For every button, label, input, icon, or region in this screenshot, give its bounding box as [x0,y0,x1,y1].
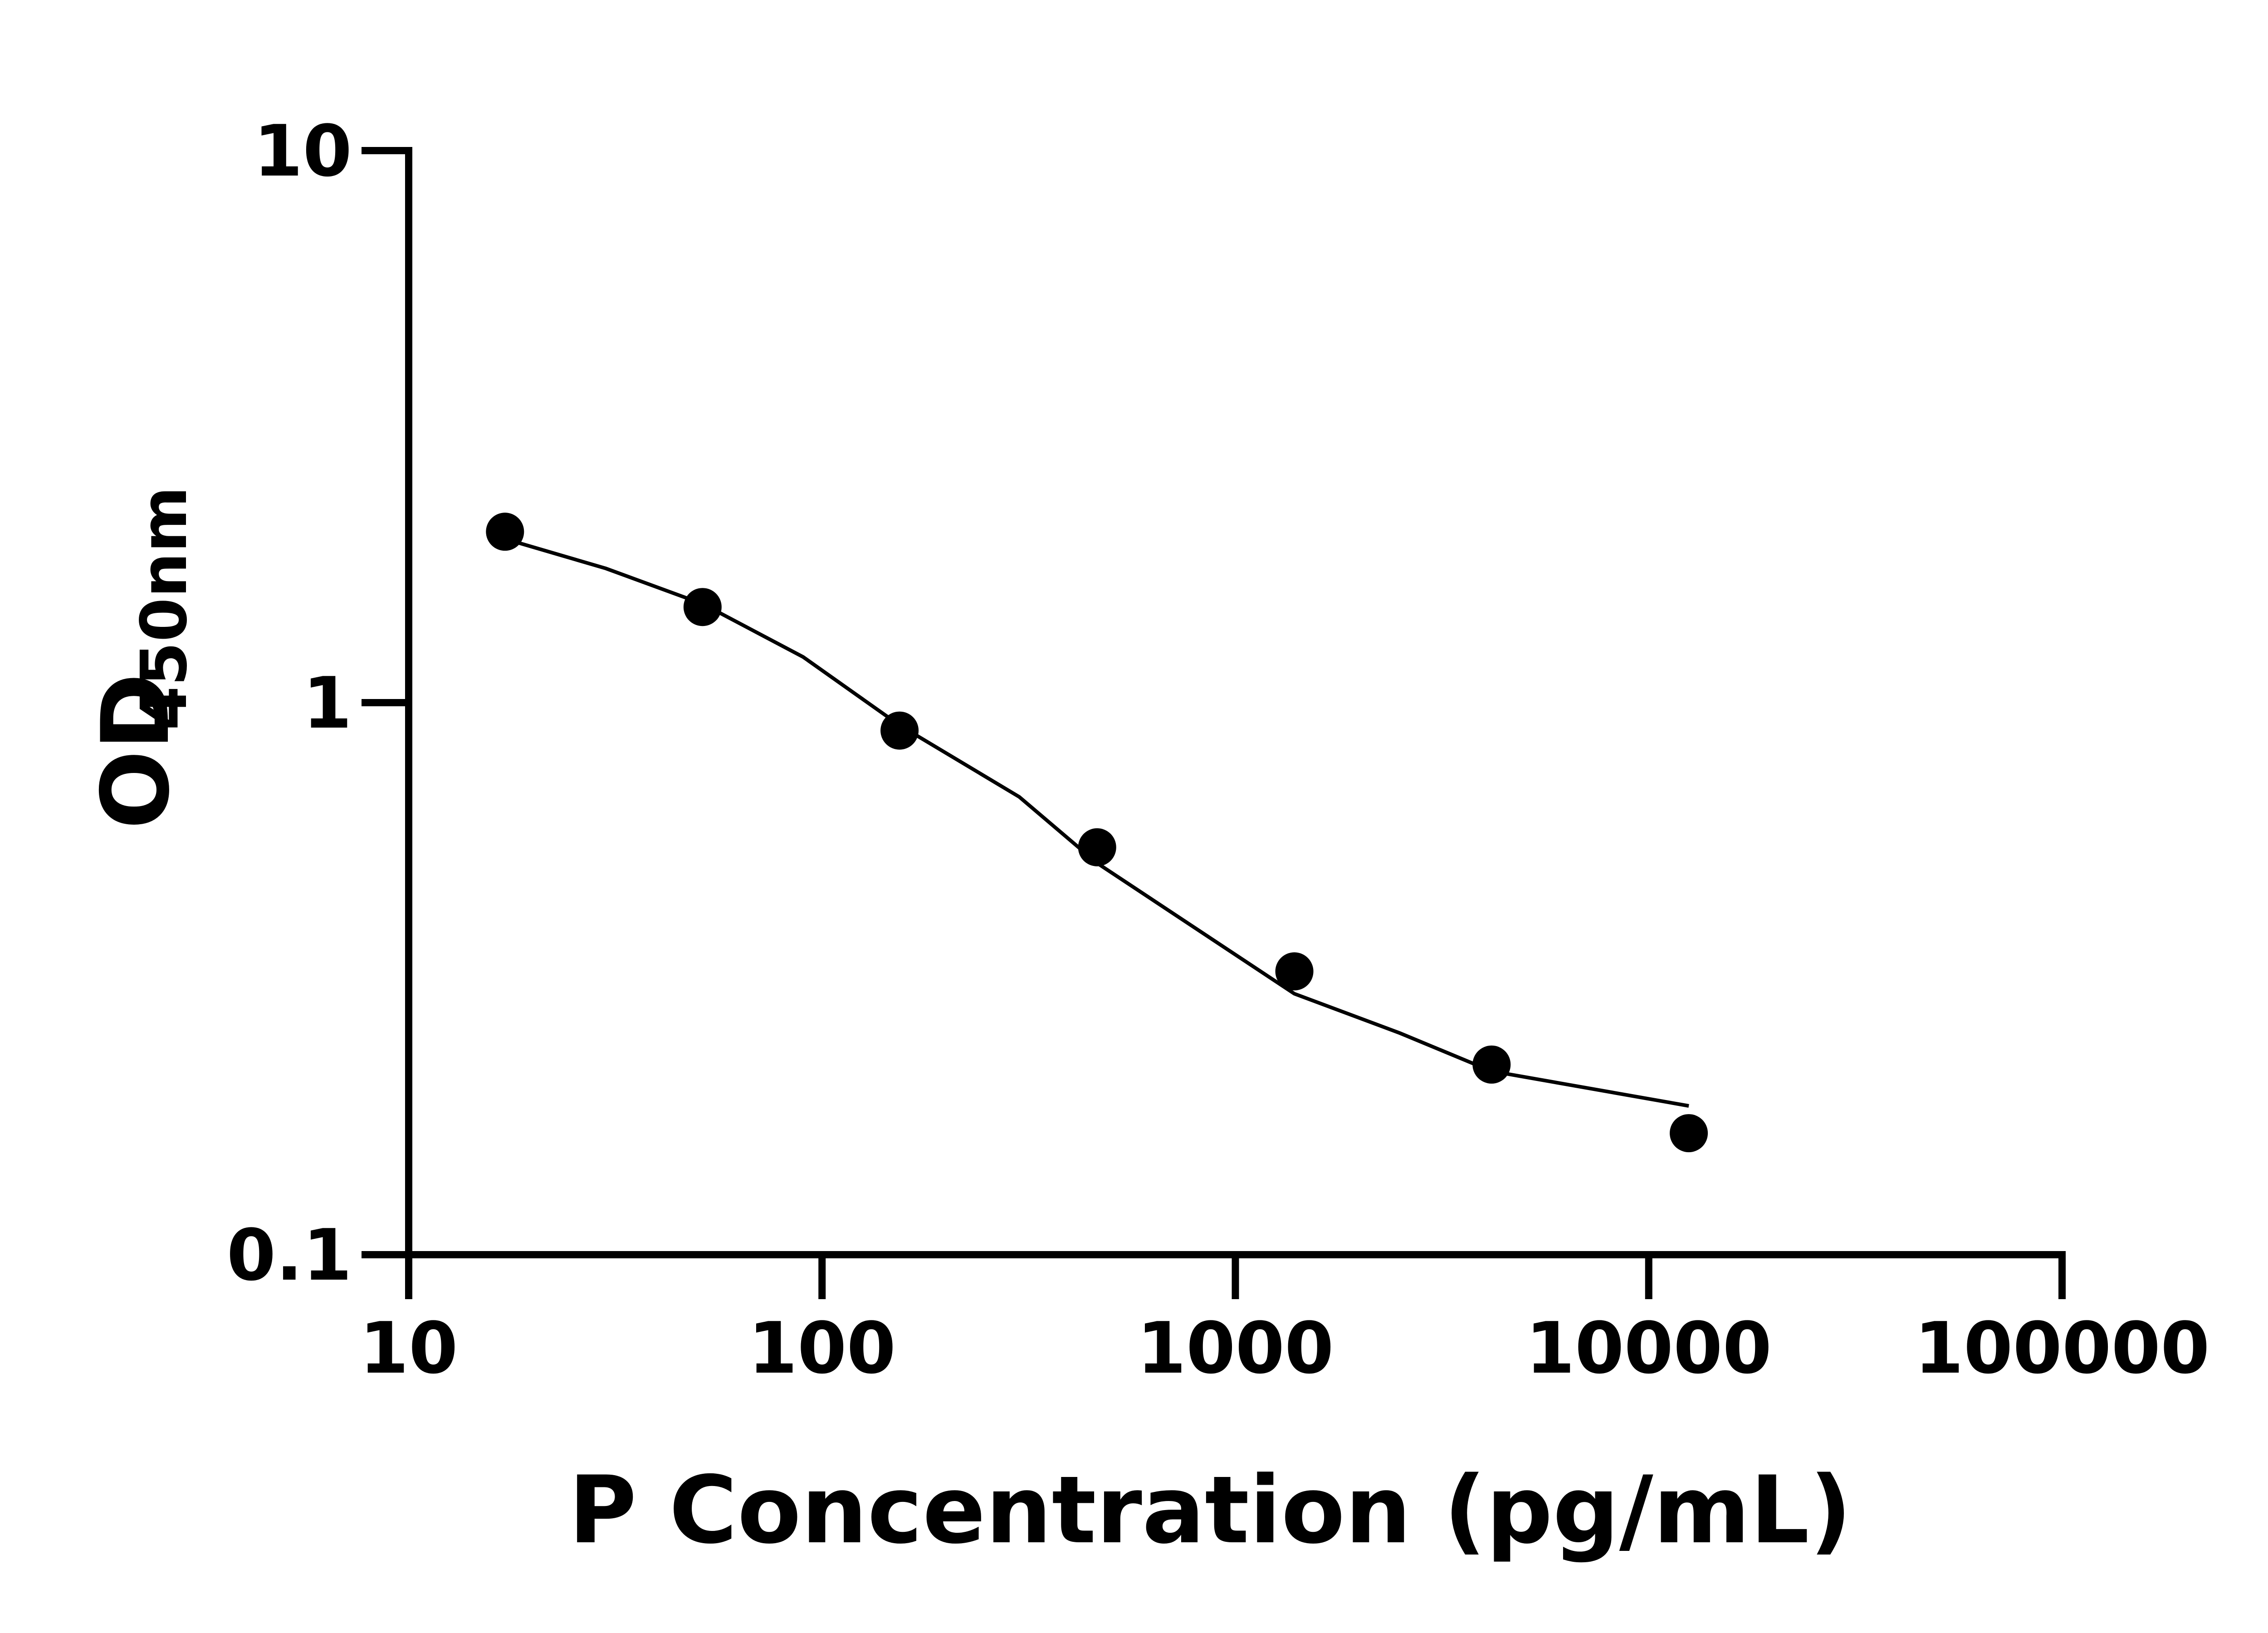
data-point [1472,1045,1511,1084]
y-axis-label: OD [82,673,190,829]
x-tick-label: 100000 [1914,1307,2209,1389]
y-axis-label-subscript: 450nm [127,486,201,730]
data-point [683,588,722,626]
data-point [1078,828,1116,866]
x-tick-label: 10 [359,1307,458,1389]
y-tick-label: 1 [303,662,352,744]
data-point [486,513,524,551]
fit-curve [504,537,1689,1108]
data-point [880,711,919,750]
y-tick-label: 0.1 [227,1214,352,1296]
y-tick-label: 10 [254,110,352,192]
x-tick-label: 10000 [1525,1307,1772,1389]
y-axis-label-group: OD 450nm [82,486,201,829]
data-point [1275,952,1314,991]
x-tick-label: 100 [748,1307,896,1389]
x-tick-label: 1000 [1137,1307,1334,1389]
data-point [1670,1114,1708,1153]
x-axis-label: P Concentration (pg/mL) [568,1457,1852,1565]
